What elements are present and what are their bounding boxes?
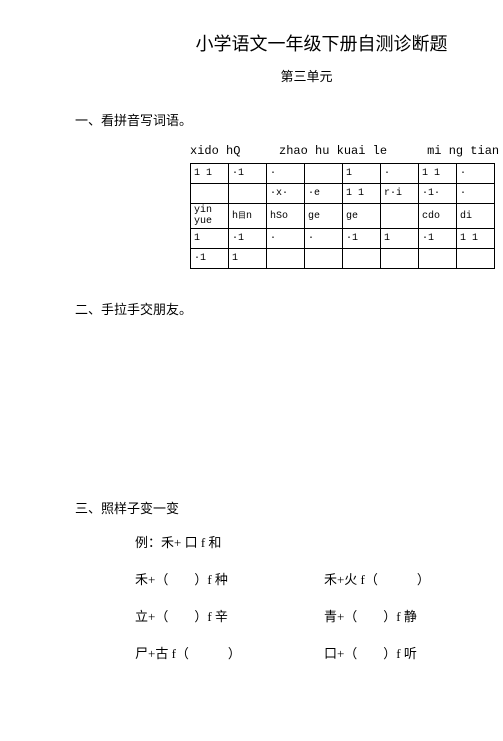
fill-right: 禾+火 f（ ） [324,569,503,588]
cell: 1 1 [343,184,381,204]
cell: 1 1 [419,164,457,184]
pinyin-container: xido hQ zhao hu kuai le mi ng tian 1 1 ·… [190,144,503,269]
cell: ·1 [343,229,381,249]
cell [267,249,305,269]
cell: 1 [343,164,381,184]
subtitle: 第三单元 [110,66,503,85]
cell [419,249,457,269]
fill-left: 尸+古 f（ ） [135,643,324,662]
cell: ·x· [267,184,305,204]
section-2: 二、手拉手交朋友。 [75,299,503,318]
cell: · [381,164,419,184]
cell: · [457,164,495,184]
cell [305,164,343,184]
cell: ·1 [419,229,457,249]
table-row: ·1 1 [191,249,495,269]
cell [381,249,419,269]
pinyin-1: xido hQ [190,144,249,158]
table-row: yin yue h目n hSo ge ge cdo di [191,204,495,229]
cell: 1 1 [191,164,229,184]
main-title: 小学语文一年级下册自测诊断题 [140,30,503,56]
table-row: 1 ·1 · · ·1 1 ·1 1 1 [191,229,495,249]
cell: yin yue [191,204,229,229]
cell [191,184,229,204]
fill-line-3: 尸+古 f（ ） 口+（ ）f 听 [135,643,503,662]
cell: · [457,184,495,204]
table-row: ·x· ·e 1 1 r·i ·1· · [191,184,495,204]
fill-line-2: 立+（ ）f 辛 青+（ ）f 静 [135,606,503,625]
cell: ge [343,204,381,229]
pinyin-row-1: xido hQ zhao hu kuai le mi ng tian [190,144,503,158]
fill-line-1: 禾+（ ）f 种 禾+火 f（ ） [135,569,503,588]
cell-text: n [246,211,252,222]
table-row: 1 1 ·1 · 1 · 1 1 · [191,164,495,184]
section-2-title: 二、手拉手交朋友。 [75,299,503,318]
cell [381,204,419,229]
cell [229,184,267,204]
cell: cdo [419,204,457,229]
cell: ·e [305,184,343,204]
section-1-title: 一、看拼音写词语。 [75,110,503,129]
cell: ·1 [229,229,267,249]
cell: 1 [191,229,229,249]
cell: h目n [229,204,267,229]
cell: · [305,229,343,249]
fill-left: 立+（ ）f 辛 [135,606,324,625]
pinyin-2: zhao hu kuai le [279,144,397,158]
cell: r·i [381,184,419,204]
section-3-title: 三、照样子变一变 [75,498,503,517]
example-line: 例：禾+ 口 f 和 [135,532,503,551]
cell: 1 1 [457,229,495,249]
fill-right: 青+（ ）f 静 [324,606,503,625]
fill-right: 口+（ ）f 听 [324,643,503,662]
cell [305,249,343,269]
cell: ·1 [229,164,267,184]
cell: ·1· [419,184,457,204]
cell: · [267,229,305,249]
section-3: 三、照样子变一变 例：禾+ 口 f 和 禾+（ ）f 种 禾+火 f（ ） 立+… [75,498,503,662]
pinyin-3: mi ng tian [427,144,503,158]
cell: hSo [267,204,305,229]
pinyin-table: 1 1 ·1 · 1 · 1 1 · ·x· ·e 1 1 r·i ·1· · … [190,163,495,269]
cell [343,249,381,269]
cell: ge [305,204,343,229]
cell: ·1 [191,249,229,269]
cell: di [457,204,495,229]
section-1: 一、看拼音写词语。 xido hQ zhao hu kuai le mi ng … [75,110,503,269]
cell [457,249,495,269]
cell: · [267,164,305,184]
cell: 1 [381,229,419,249]
cell: 1 [229,249,267,269]
fill-left: 禾+（ ）f 种 [135,569,324,588]
